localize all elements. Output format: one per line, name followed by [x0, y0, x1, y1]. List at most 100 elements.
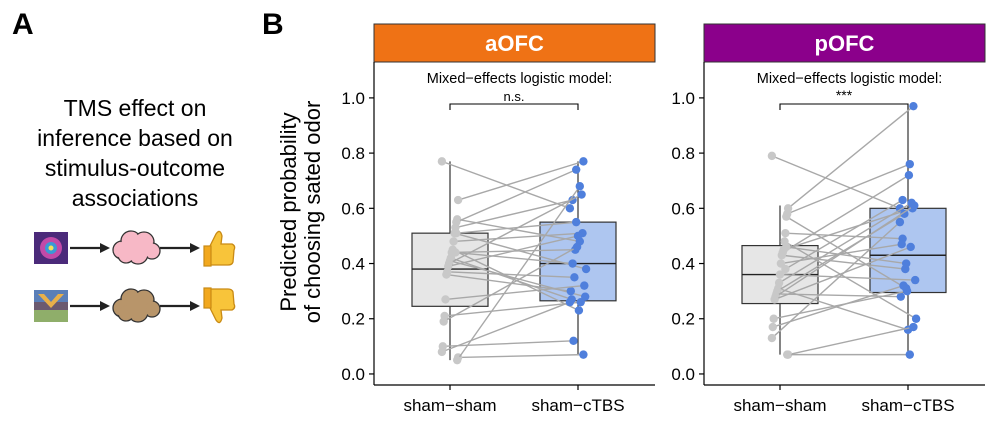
sham-point [783, 350, 792, 359]
sham-point [442, 270, 451, 279]
facet-pofc: pOFC 0.0 0.2 0.4 0.6 0.8 1.0 sham−sham sham−cTBS… [671, 23, 986, 415]
sham-point [767, 333, 777, 343]
paired-line [455, 251, 573, 265]
paired-line [448, 235, 579, 267]
sham-point [437, 347, 447, 357]
ctbs-point [568, 259, 577, 268]
facet-aofc: aOFC 0.0 0.2 0.4 0.6 0.8 1.0 sham−sham sham−cTBS… [341, 23, 656, 415]
paired-line [771, 155, 901, 209]
facet-strip [373, 23, 656, 63]
ctbs-point [911, 314, 921, 323]
y-axis-label-line: Predicted probability [276, 112, 301, 311]
paired-line [787, 105, 914, 209]
odor-cloud-icon [112, 230, 161, 265]
sham-point [451, 248, 460, 257]
thumbs-down-icon [203, 287, 236, 324]
paired-line [441, 301, 571, 353]
ctbs-point [909, 101, 918, 111]
ctbs-point [577, 190, 586, 199]
paired-line [450, 257, 572, 301]
paired-line [784, 240, 917, 320]
sham-point [775, 270, 785, 279]
ctbs-point [566, 286, 575, 296]
stimulus-pattern [48, 245, 54, 251]
y-tick-label: 0.8 [671, 144, 695, 163]
paired-line [455, 199, 573, 229]
y-tick-label: 0.8 [341, 144, 365, 163]
paired-line [458, 353, 584, 359]
sham-point [770, 295, 779, 304]
x-tick-label: sham−sham [403, 396, 496, 415]
odor-cloud-icon [112, 288, 161, 323]
y-tick-label: 0.6 [671, 199, 695, 218]
schematic-title-line: stimulus-outcome [44, 155, 226, 181]
paired-line [775, 204, 915, 298]
sham-point [782, 212, 791, 221]
paired-line [453, 232, 583, 243]
y-tick-label: 1.0 [341, 89, 365, 108]
ctbs-point [898, 195, 907, 205]
paired-line [782, 174, 910, 254]
model-annotation: Mixed−effects logistic model: [427, 71, 613, 87]
y-tick-label: 0.0 [671, 365, 695, 384]
ctbs-point [910, 201, 919, 210]
arrow-head [100, 243, 110, 253]
ctbs-point [896, 292, 905, 301]
schematic-diagram [34, 230, 236, 324]
y-axis-label-line: of choosing sated odor [300, 101, 325, 324]
paired-line [785, 199, 903, 270]
ctbs-point [905, 159, 914, 169]
sham-point [777, 251, 786, 260]
schematic-title-line: associations [71, 185, 199, 211]
ctbs-point [570, 273, 579, 282]
significance-bracket [779, 103, 909, 110]
paired-line [457, 160, 584, 201]
paired-line [447, 271, 575, 279]
sham-point [781, 264, 790, 274]
paired-line [772, 284, 904, 328]
significance-label: *** [836, 87, 853, 103]
sham-point [449, 237, 458, 246]
paired-line [444, 301, 581, 317]
sham-point [453, 195, 463, 205]
y-tick-label: 0.2 [341, 310, 365, 329]
arrow-head [100, 301, 110, 311]
box-iqr [869, 207, 947, 294]
ctbs-point [565, 204, 575, 213]
cloud-fill [126, 238, 146, 258]
schematic-title-line: TMS effect on [63, 95, 207, 121]
x-tick-label: sham−sham [733, 396, 826, 415]
schematic-title-line: inference based on [37, 125, 233, 151]
paired-line [445, 284, 585, 301]
stimulus-pattern [38, 294, 64, 308]
thumb-cuff [203, 245, 212, 267]
ctbs-point [579, 157, 588, 166]
paired-line [448, 193, 582, 265]
sham-point [782, 242, 791, 252]
ctbs-point [565, 297, 575, 307]
sham-point [452, 228, 461, 238]
paired-line [442, 340, 574, 348]
ctbs-point [580, 281, 589, 290]
sham-point [768, 322, 777, 332]
schematic-row [34, 230, 236, 267]
stimulus-image-icon [34, 232, 68, 264]
ctbs-point [905, 350, 914, 359]
ctbs-point [576, 297, 585, 307]
ctbs-point [902, 259, 911, 268]
thumb-shape [209, 288, 236, 324]
ctbs-point [574, 306, 584, 315]
thumb-shape [209, 230, 236, 266]
sham-point [441, 295, 450, 304]
y-tick-label: 0.4 [671, 255, 695, 274]
ctbs-point [897, 240, 906, 249]
paired-line [778, 202, 912, 284]
paired-line [787, 326, 914, 356]
paired-line [456, 185, 581, 361]
sham-point [767, 151, 777, 161]
cloud-fill [145, 244, 159, 258]
ctbs-point [900, 209, 909, 219]
thumbs-up-icon [203, 230, 236, 267]
ctbs-point [906, 242, 915, 252]
sham-point [439, 317, 448, 326]
